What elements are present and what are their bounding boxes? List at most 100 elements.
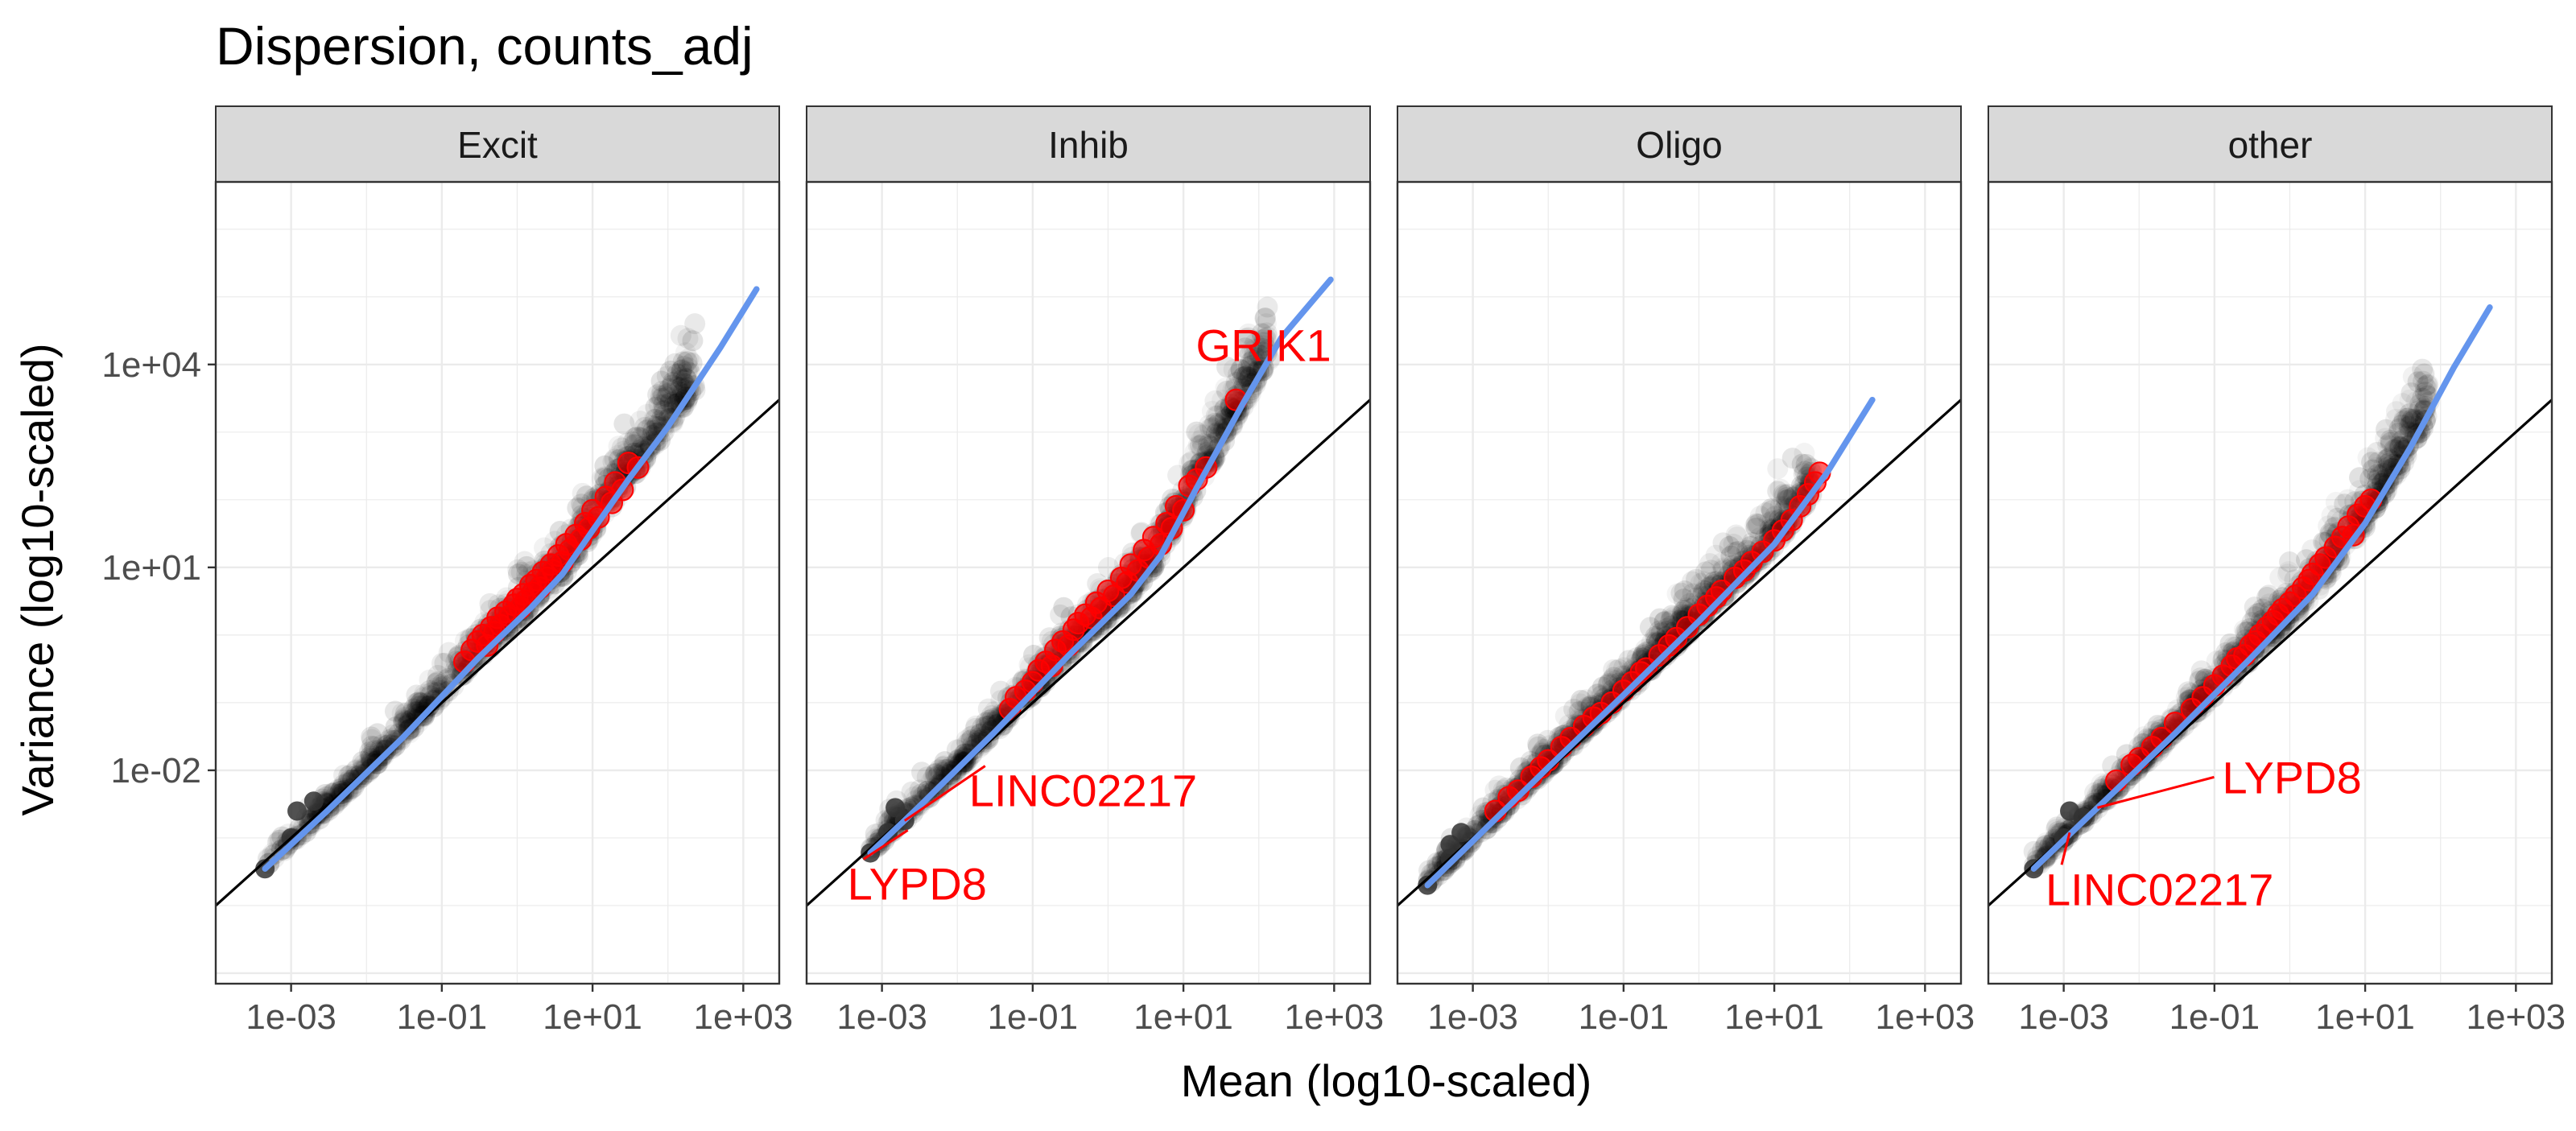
background-point — [1253, 332, 1275, 353]
background-point — [1253, 328, 1275, 349]
background-point — [1243, 339, 1265, 361]
background-point — [654, 400, 675, 422]
background-point — [1653, 611, 1675, 633]
background-point — [1251, 323, 1273, 345]
background-point — [2401, 382, 2422, 404]
facet-strip-label: Inhib — [1048, 124, 1129, 166]
background-point — [1257, 326, 1278, 348]
background-point — [960, 726, 981, 748]
background-point — [2416, 378, 2438, 400]
background-point — [426, 672, 448, 694]
background-point — [1239, 360, 1261, 382]
background-point — [1204, 412, 1226, 434]
background-point — [393, 709, 415, 731]
x-tick-label: 1e-03 — [836, 997, 927, 1037]
background-point — [962, 724, 984, 746]
background-point — [402, 698, 424, 720]
label-leader-line — [2097, 775, 2215, 809]
facet-strip-label: other — [2228, 124, 2313, 166]
background-point — [427, 665, 449, 687]
trend-line — [262, 286, 760, 872]
background-point — [671, 359, 693, 381]
background-point — [1773, 484, 1794, 506]
background-point — [933, 766, 955, 788]
background-point — [1700, 559, 1722, 581]
facet-panel: Excit 1e-03 1e-01 1e+01 1e+03 1e-02 1e+01 1e+04 — [101, 105, 793, 1037]
background-point — [1244, 345, 1265, 367]
background-point — [1256, 322, 1278, 344]
background-point — [1237, 356, 1259, 378]
background-point — [670, 365, 691, 386]
background-point — [629, 427, 650, 448]
background-point — [670, 377, 691, 398]
background-point — [360, 743, 382, 765]
background-point — [375, 739, 397, 761]
background-point — [953, 746, 975, 768]
label-leader-line — [2060, 832, 2071, 865]
background-point — [677, 328, 699, 349]
background-point — [352, 751, 374, 773]
background-point — [671, 369, 693, 390]
background-point — [671, 360, 692, 382]
background-point — [1755, 502, 1777, 524]
background-point — [1236, 365, 1258, 386]
panel-plot-area — [216, 182, 779, 984]
background-point — [361, 735, 382, 757]
background-point — [2391, 414, 2413, 435]
background-point — [1666, 583, 1688, 605]
background-point — [1660, 610, 1682, 632]
background-point — [653, 400, 675, 422]
x-tick-label: 1e+01 — [2315, 997, 2415, 1037]
background-point — [2377, 448, 2399, 469]
background-point — [1767, 458, 1789, 480]
background-point — [675, 368, 697, 390]
gene-label: LYPD8 — [848, 858, 987, 909]
background-point — [914, 784, 935, 806]
facet-strip — [1397, 105, 1962, 183]
background-point — [385, 716, 407, 738]
background-point — [1188, 423, 1210, 445]
background-point — [2087, 792, 2108, 814]
background-point — [419, 679, 440, 701]
background-point — [1712, 532, 1734, 554]
background-point — [1237, 323, 1259, 345]
background-point — [406, 692, 427, 714]
background-point — [928, 759, 950, 781]
background-point — [1570, 690, 1591, 712]
background-point — [956, 743, 978, 765]
background-point — [659, 360, 681, 382]
background-point — [366, 723, 388, 745]
background-point — [664, 353, 686, 374]
background-point — [2244, 596, 2265, 618]
background-point — [1473, 815, 1495, 836]
background-point — [1794, 443, 1815, 464]
background-point — [673, 355, 695, 377]
background-point — [656, 386, 678, 407]
background-point — [2393, 407, 2415, 429]
background-point — [431, 679, 453, 701]
background-point — [653, 385, 675, 407]
x-tick-label: 1e-03 — [2018, 997, 2109, 1037]
background-point — [2384, 439, 2406, 460]
background-point — [911, 762, 933, 783]
background-point — [2377, 435, 2399, 456]
background-point — [2388, 435, 2409, 456]
dark-point — [303, 791, 324, 811]
background-point — [1208, 405, 1229, 427]
background-point — [333, 764, 355, 786]
background-point — [1744, 515, 1766, 537]
background-point — [2413, 363, 2435, 385]
background-point — [2416, 374, 2438, 396]
background-point — [2409, 394, 2431, 415]
background-point — [2380, 435, 2401, 457]
background-point — [2385, 408, 2407, 430]
background-point — [394, 707, 415, 729]
background-point — [2376, 419, 2397, 440]
background-point — [410, 691, 431, 713]
background-point — [684, 313, 706, 335]
background-point — [1255, 328, 1277, 349]
background-point — [1791, 453, 1813, 475]
background-point — [1253, 335, 1274, 357]
background-point — [1257, 296, 1278, 318]
